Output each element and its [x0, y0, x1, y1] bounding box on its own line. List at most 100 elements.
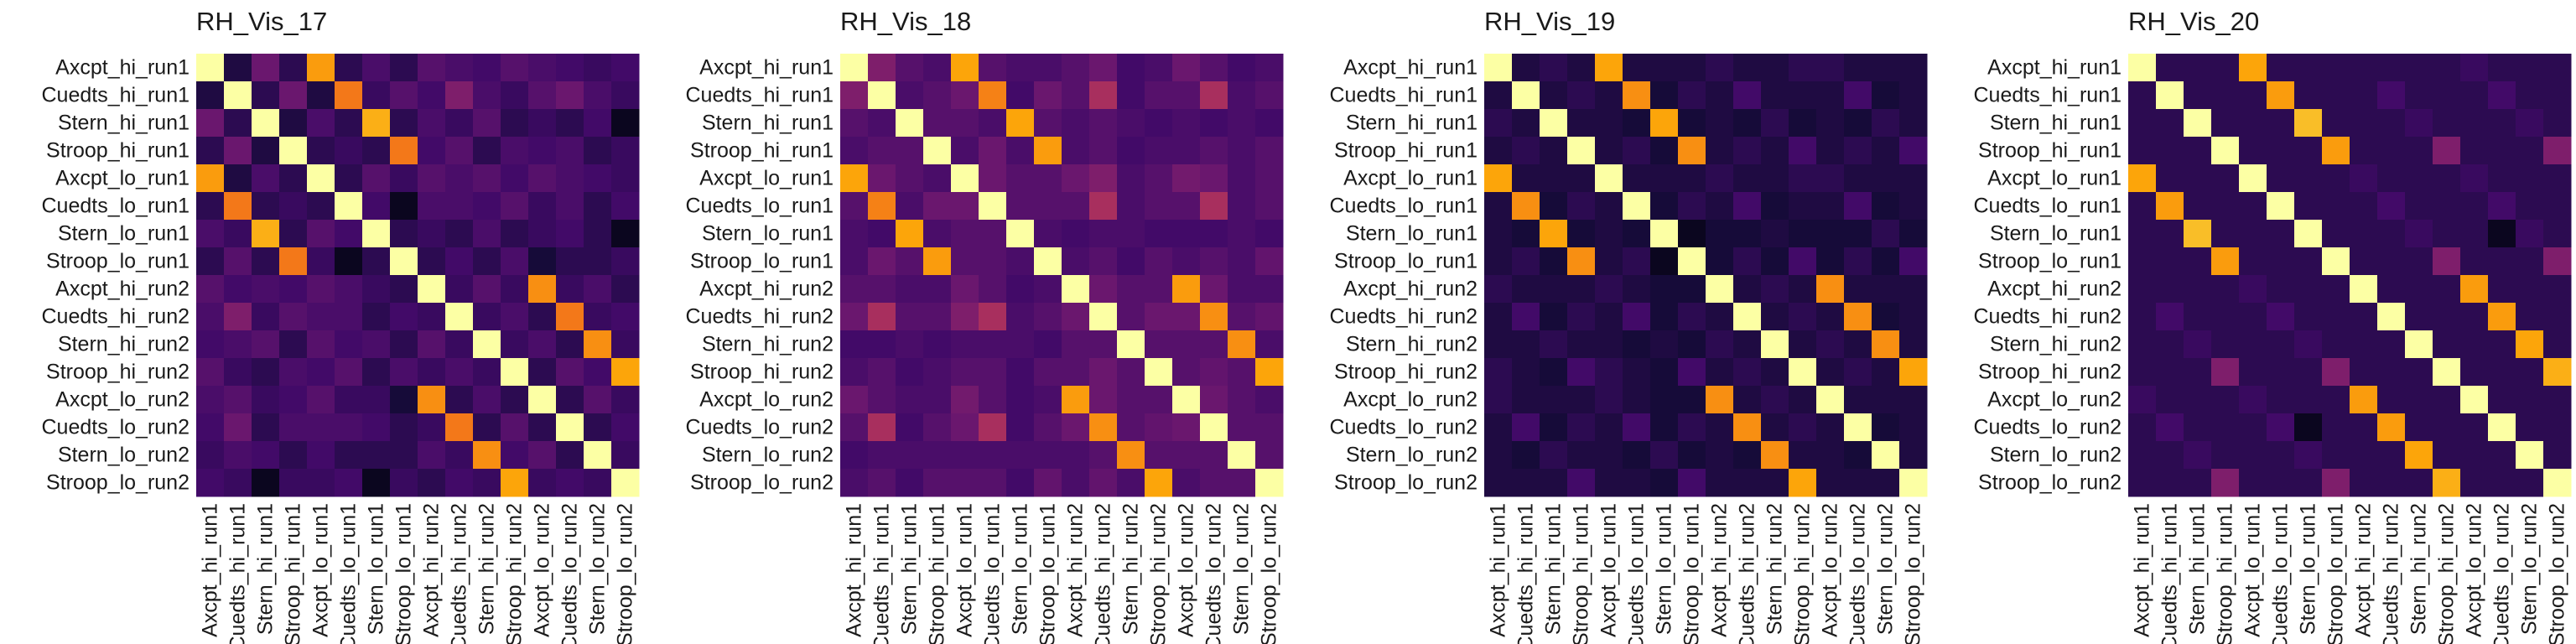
heatmap-cell — [1789, 109, 1817, 138]
heatmap-cell — [2294, 275, 2323, 304]
heatmap-cell — [584, 358, 612, 387]
heatmap-cell — [2211, 275, 2240, 304]
heatmap-cell — [1650, 330, 1679, 359]
heatmap-cell — [196, 247, 225, 276]
heatmap-cell — [307, 358, 335, 387]
heatmap-cell — [1816, 137, 1845, 165]
heatmap-cell — [528, 413, 557, 442]
heatmap-cell — [1733, 164, 1762, 193]
heatmap-cell — [1844, 164, 1872, 193]
row-label: Axcpt_hi_run1 — [1343, 56, 1478, 80]
heatmap-cell — [556, 386, 584, 414]
heatmap-cell — [445, 275, 474, 304]
heatmap-cell — [2294, 469, 2323, 497]
heatmap-cell — [2322, 164, 2350, 193]
heatmap-cell — [1623, 81, 1651, 110]
heatmap-cell — [1540, 386, 1568, 414]
heatmap-cell — [473, 137, 501, 165]
row-label: Stern_hi_run2 — [1346, 333, 1478, 356]
heatmap-cell — [979, 109, 1007, 138]
heatmap-cell — [1089, 275, 1118, 304]
heatmap-cell — [1706, 137, 1734, 165]
heatmap-cell — [307, 275, 335, 304]
heatmap-cell — [2488, 303, 2516, 331]
heatmap-cell — [1512, 441, 1540, 470]
heatmap-cell — [1145, 275, 1173, 304]
heatmap-cell — [1595, 247, 1623, 276]
heatmap-cell — [1117, 358, 1145, 387]
heatmap-cell — [1512, 220, 1540, 248]
heatmap-cell — [252, 220, 280, 248]
heatmap-cell — [2433, 81, 2461, 110]
heatmap-cell — [2211, 247, 2240, 276]
heatmap-cell — [224, 275, 252, 304]
heatmap-cell — [501, 54, 529, 82]
heatmap-cell — [2128, 275, 2157, 304]
heatmap-cell — [1678, 54, 1706, 82]
heatmap-cell — [2405, 330, 2433, 359]
heatmap-cell — [1172, 164, 1201, 193]
heatmap-cell — [1145, 330, 1173, 359]
heatmap-cell — [1255, 192, 1284, 221]
heatmap-cell — [501, 220, 529, 248]
heatmap-cell — [1484, 441, 1513, 470]
heatmap-cell — [279, 358, 308, 387]
column-label: Axcpt_hi_run2 — [2352, 503, 2376, 637]
heatmap-cell — [252, 441, 280, 470]
heatmap-cell — [1567, 330, 1596, 359]
heatmap-cell — [2377, 330, 2406, 359]
heatmap-cell — [584, 192, 612, 221]
column-label: Stern_hi_run2 — [1763, 503, 1787, 635]
heatmap-cell — [979, 303, 1007, 331]
heatmap-cell — [1844, 386, 1872, 414]
heatmap-cell — [1484, 275, 1513, 304]
column-label: Axcpt_hi_run2 — [420, 503, 444, 637]
heatmap-cell — [224, 192, 252, 221]
heatmap-cell — [2128, 386, 2157, 414]
heatmap-cell — [2460, 192, 2489, 221]
heatmap-cell — [2488, 164, 2516, 193]
heatmap-cell — [979, 54, 1007, 82]
heatmap-cell — [556, 109, 584, 138]
heatmap-cell — [501, 386, 529, 414]
heatmap-cell — [279, 137, 308, 165]
heatmap-cell — [2128, 247, 2157, 276]
row-label: Cuedts_lo_run1 — [1973, 195, 2122, 218]
heatmap-cell — [1844, 220, 1872, 248]
heatmap-cell — [1145, 247, 1173, 276]
heatmap-cell — [1172, 358, 1201, 387]
heatmap-cell — [868, 137, 896, 165]
heatmap-cell — [868, 220, 896, 248]
heatmap-cell — [1006, 54, 1035, 82]
heatmap-cell — [1650, 303, 1679, 331]
heatmap-cell — [362, 192, 391, 221]
row-label: Cuedts_lo_run2 — [41, 416, 190, 439]
heatmap-cell — [556, 358, 584, 387]
heatmap-cell — [335, 441, 363, 470]
heatmap-cell — [2267, 54, 2295, 82]
heatmap-cell — [2488, 54, 2516, 82]
heatmap-cell — [611, 137, 640, 165]
heatmap-cell — [335, 109, 363, 138]
heatmap-cell — [279, 220, 308, 248]
heatmap-cell — [896, 441, 924, 470]
heatmap-cell — [584, 247, 612, 276]
heatmap-cell — [418, 109, 446, 138]
heatmap-cell — [307, 54, 335, 82]
heatmap-cell — [335, 81, 363, 110]
heatmap-cell — [2267, 109, 2295, 138]
heatmap-cell — [2267, 275, 2295, 304]
heatmap-cell — [2350, 220, 2378, 248]
heatmap-cell — [2460, 164, 2489, 193]
heatmap-cell — [1512, 247, 1540, 276]
heatmap-cell — [1540, 164, 1568, 193]
heatmap-cell — [1117, 330, 1145, 359]
column-label: Axcpt_lo_run1 — [1597, 503, 1621, 637]
heatmap-cell — [611, 386, 640, 414]
heatmap-cell — [2156, 386, 2184, 414]
heatmap-cell — [390, 54, 418, 82]
heatmap-cell — [2294, 192, 2323, 221]
row-label: Cuedts_hi_run1 — [1973, 84, 2122, 107]
heatmap-cell — [2322, 469, 2350, 497]
heatmap-cell — [923, 413, 952, 442]
